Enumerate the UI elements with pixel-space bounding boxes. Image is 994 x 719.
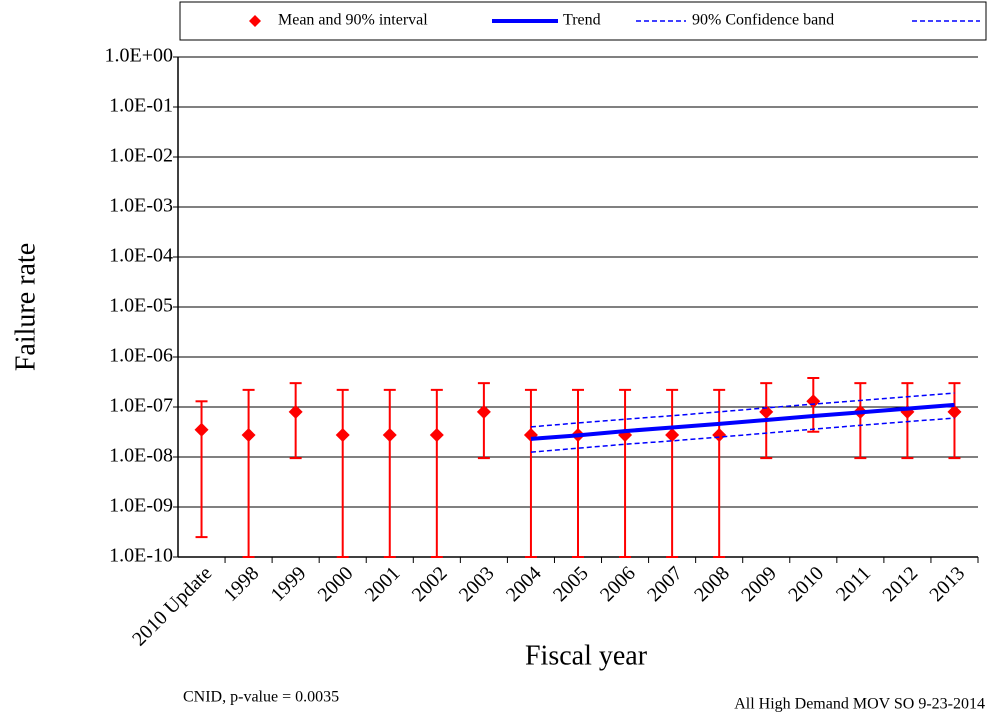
x-tick-label: 1999 — [267, 562, 311, 606]
mean-marker — [712, 428, 727, 443]
mean-marker — [665, 428, 680, 443]
mean-marker — [335, 428, 350, 443]
y-tick-label: 1.0E+00 — [105, 45, 174, 67]
x-tick-label: 2010 Update — [128, 562, 216, 650]
x-tick-label: 2001 — [361, 562, 405, 606]
x-tick-label: 2013 — [925, 562, 969, 606]
x-tick-label: 2000 — [314, 562, 358, 606]
mean-marker — [288, 404, 303, 419]
legend-label: 90% Confidence band — [692, 12, 834, 29]
legend-marker — [249, 15, 261, 27]
x-tick-label: 2006 — [596, 562, 640, 606]
mean-marker — [194, 422, 209, 437]
y-tick-label: 1.0E-05 — [109, 295, 173, 317]
legend-label: Trend — [563, 12, 601, 29]
legend-label: Mean and 90% interval — [278, 12, 428, 29]
x-tick-label: 1998 — [220, 562, 264, 606]
y-tick-label: 1.0E-09 — [109, 495, 173, 517]
y-tick-label: 1.0E-01 — [109, 95, 173, 117]
x-tick-label: 2007 — [643, 562, 687, 606]
x-tick-label: 2008 — [690, 562, 734, 606]
y-tick-label: 1.0E-08 — [109, 445, 173, 467]
y-tick-label: 1.0E-06 — [109, 345, 173, 367]
mean-marker — [382, 428, 397, 443]
mean-marker — [429, 428, 444, 443]
y-tick-label: 1.0E-10 — [109, 545, 173, 567]
legend-box — [179, 1, 987, 41]
x-tick-label: 2009 — [737, 562, 781, 606]
x-tick-label: 2010 — [784, 562, 828, 606]
x-tick-label: 2003 — [455, 562, 499, 606]
mean-marker — [241, 428, 256, 443]
mean-marker — [806, 394, 821, 409]
x-tick-label: 2005 — [549, 562, 593, 606]
x-tick-label: 2002 — [408, 562, 452, 606]
x-axis-title: Fiscal year — [525, 640, 648, 671]
footnote: All High Demand MOV SO 9-23-2014 — [734, 696, 985, 713]
footnote: CNID, p-value = 0.0035 — [183, 689, 339, 706]
y-tick-label: 1.0E-02 — [109, 145, 173, 167]
x-tick-label: 2004 — [502, 562, 546, 606]
trend-line — [530, 402, 955, 441]
confidence-band — [530, 392, 955, 428]
x-tick-label: 2012 — [878, 562, 922, 606]
y-tick-label: 1.0E-03 — [109, 195, 173, 217]
x-tick-label: 2011 — [832, 562, 875, 605]
mean-marker — [947, 404, 962, 419]
y-tick-label: 1.0E-07 — [109, 395, 173, 417]
confidence-band — [530, 417, 955, 453]
y-tick-label: 1.0E-04 — [109, 245, 173, 267]
mean-marker — [476, 404, 491, 419]
y-axis-title: Failure rate — [10, 243, 41, 371]
